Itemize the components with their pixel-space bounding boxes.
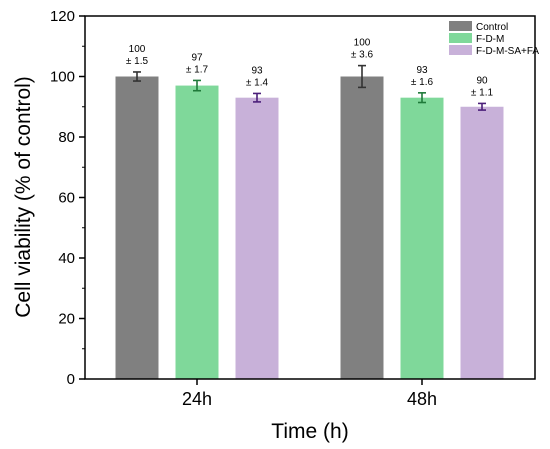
x-tick-label: 24h — [182, 389, 212, 409]
data-label-error: ± 1.7 — [186, 64, 209, 75]
data-label-value: 93 — [251, 65, 263, 76]
y-tick-label: 20 — [58, 311, 75, 328]
data-label-error: ± 1.1 — [471, 87, 494, 98]
y-tick-label: 40 — [58, 250, 75, 267]
data-label-value: 100 — [354, 38, 371, 49]
legend-label: F-D-M-SA+FA — [476, 46, 539, 57]
data-label-error: ± 1.4 — [246, 77, 269, 88]
legend-label: Control — [476, 22, 508, 33]
data-label-error: ± 1.6 — [411, 77, 434, 88]
data-label-value: 100 — [129, 44, 146, 55]
legend-swatch — [449, 33, 472, 43]
data-label-value: 97 — [191, 52, 203, 63]
y-axis-ticks: 0 20 40 60 80 100 120 — [50, 8, 85, 388]
bar-f-d-m-48h — [400, 97, 444, 380]
legend-label: F-D-M — [476, 34, 504, 45]
legend-swatch — [449, 21, 472, 31]
bars-layer — [115, 76, 504, 380]
y-axis-title: Cell viability (% of control) — [12, 76, 35, 318]
legend-swatch — [449, 45, 472, 55]
y-tick-label: 0 — [67, 371, 75, 388]
error-bars-layer — [133, 64, 486, 111]
data-label-error: ± 3.6 — [351, 50, 374, 61]
bar-f-d-m-sa-fa-48h — [460, 106, 504, 379]
bar-f-d-m-24h — [175, 85, 219, 379]
y-tick-label: 120 — [50, 8, 75, 25]
x-axis-ticks: 24h 48h — [182, 379, 437, 409]
y-tick-label: 100 — [50, 69, 75, 86]
x-axis-title: Time (h) — [271, 420, 348, 443]
y-tick-label: 80 — [58, 129, 75, 146]
bar-f-d-m-sa-fa-24h — [235, 97, 279, 380]
bar-control-48h — [340, 76, 384, 379]
data-label-value: 90 — [476, 75, 488, 86]
x-tick-label: 48h — [407, 389, 437, 409]
bar-control-24h — [115, 76, 159, 379]
data-label-error: ± 1.5 — [126, 56, 149, 67]
y-tick-label: 60 — [58, 190, 75, 207]
data-label-value: 93 — [416, 65, 428, 76]
